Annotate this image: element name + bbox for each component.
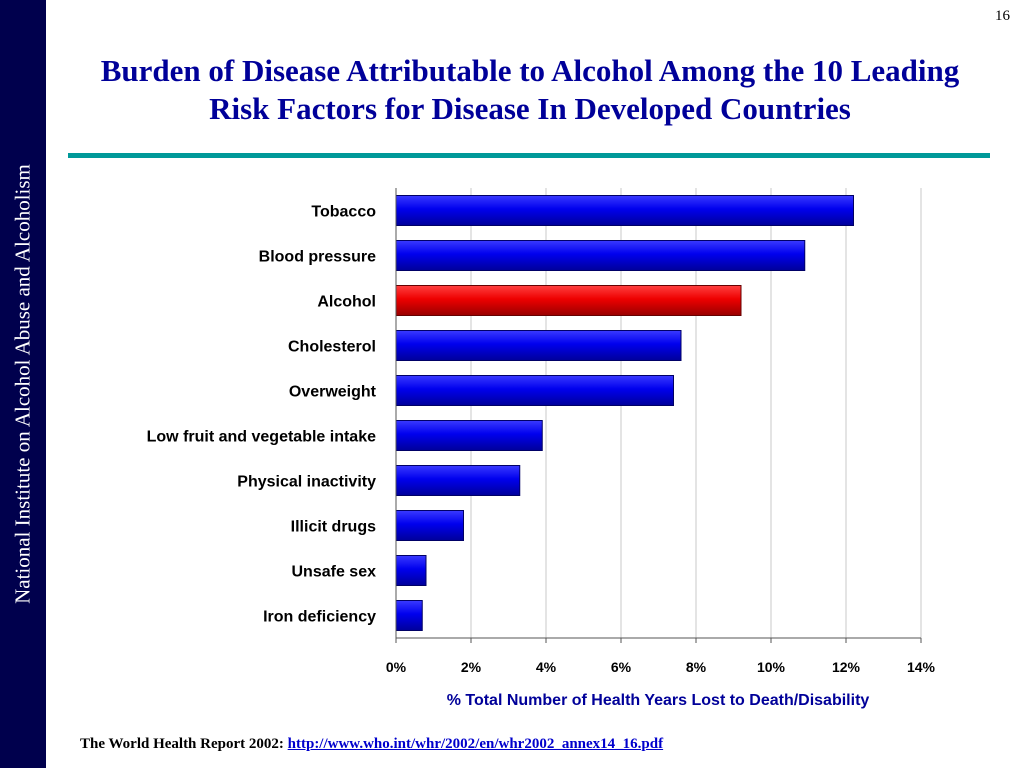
page-number: 16 [995,8,1010,24]
bars [395,195,854,631]
bar-5 [395,420,543,451]
category-label-2: Alcohol [317,294,376,311]
x-tick-label-3: 6% [611,659,632,675]
bar-8 [395,555,427,586]
category-label-1: Blood pressure [259,249,376,266]
x-tick-label-7: 14% [907,659,936,675]
bar-7 [395,510,464,541]
category-label-7: Illicit drugs [291,519,376,536]
x-tick-label-2: 4% [536,659,557,675]
bar-2 [395,285,742,316]
bar-1 [395,240,806,271]
category-label-6: Physical inactivity [237,474,376,491]
x-tick-label-1: 2% [461,659,482,675]
title-divider [68,153,990,158]
x-tick-label-5: 10% [757,659,786,675]
axes [395,188,922,643]
sidebar-band: National Institute on Alcohol Abuse and … [0,0,46,768]
source-link[interactable]: http://www.who.int/whr/2002/en/whr2002_a… [287,736,664,752]
x-tick-label-6: 12% [832,659,861,675]
category-label-3: Cholesterol [288,339,376,356]
bar-0 [395,195,854,226]
category-label-5: Low fruit and vegetable intake [147,429,376,446]
x-tick-label-0: 0% [386,659,407,675]
category-label-4: Overweight [289,384,377,401]
x-tick-label-4: 8% [686,659,707,675]
x-axis-title: % Total Number of Health Years Lost to D… [447,692,870,709]
category-label-8: Unsafe sex [292,564,377,581]
bar-6 [395,465,521,496]
category-labels: Tobacco Blood pressure Alcohol Cholesterol O… [147,204,377,626]
x-tick-labels: 0% 2% 4% 6% 8% 10% 12% 14% [386,659,936,675]
source-label: The World Health Report 2002: [80,736,288,752]
bar-9 [395,600,423,631]
category-label-0: Tobacco [311,204,376,221]
slide-title: Burden of Disease Attributable to Alcoho… [100,53,960,126]
category-label-9: Iron deficiency [263,609,376,626]
source-citation: The World Health Report 2002: http://www… [80,736,663,753]
bar-3 [395,330,682,361]
bar-4 [395,375,674,406]
